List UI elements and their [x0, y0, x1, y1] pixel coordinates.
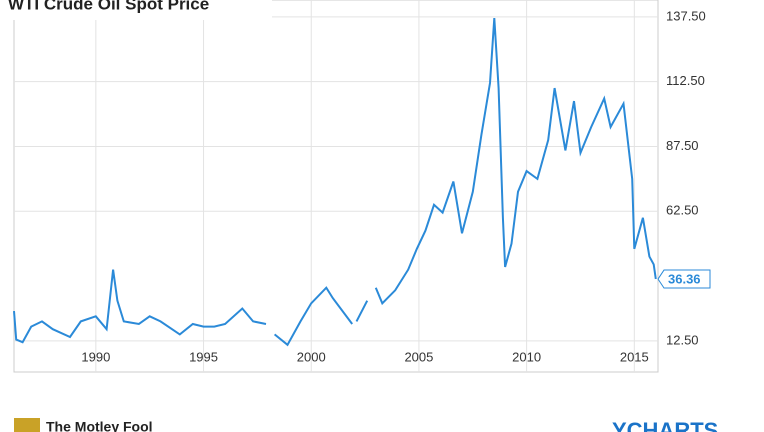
plot-area [13, 0, 659, 373]
x-tick-label: 1995 [189, 349, 218, 364]
x-tick-label: 2010 [512, 349, 541, 364]
chart-title: WTI Crude Oil Spot Price [8, 0, 209, 13]
brand: YCHARTS [612, 418, 718, 432]
logo-icon [14, 418, 40, 432]
title-box [0, 0, 272, 20]
last-value-box [657, 269, 711, 289]
y-tick-label: 62.50 [666, 203, 699, 218]
y-tick-label: 87.50 [666, 138, 699, 153]
x-tick-label: 2005 [404, 349, 433, 364]
y-tick-label: 12.50 [666, 332, 699, 347]
x-tick-label: 1990 [81, 349, 110, 364]
y-tick-label: 137.50 [666, 8, 706, 23]
y-tick-label: 112.50 [666, 73, 705, 88]
x-tick-label: 2015 [620, 349, 649, 364]
last-value-label: 36.36 [668, 271, 701, 286]
source: The Motley Fool [46, 419, 153, 432]
x-tick-label: 2000 [297, 349, 326, 364]
price-line [13, 18, 657, 347]
